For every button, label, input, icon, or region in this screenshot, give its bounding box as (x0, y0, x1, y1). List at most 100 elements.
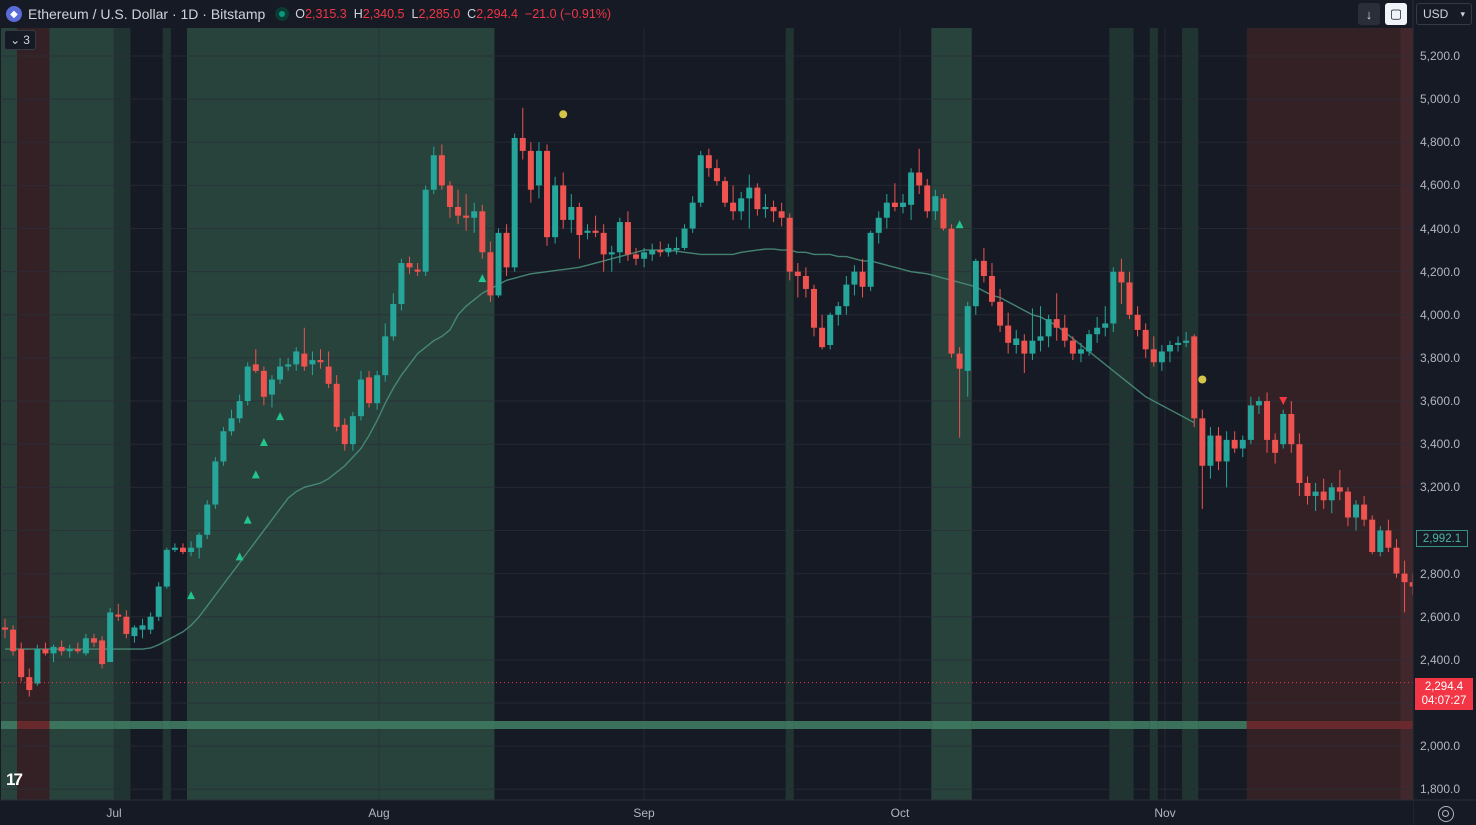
candle (349, 411, 356, 451)
price-axis-panel[interactable] (1413, 28, 1476, 800)
fullscreen-button[interactable]: ▢ (1385, 3, 1407, 25)
candle (713, 159, 720, 186)
candle-body (1223, 439, 1230, 462)
candle (697, 150, 704, 207)
candle (1134, 306, 1141, 337)
candle-body (794, 271, 801, 276)
candle (1255, 396, 1262, 414)
candle (2, 618, 8, 639)
candle (1369, 515, 1376, 555)
candle-body (1312, 491, 1319, 496)
strip-segment (785, 721, 794, 729)
candle (366, 370, 373, 408)
candle (819, 314, 826, 350)
candle (479, 204, 486, 259)
candle (1053, 293, 1060, 341)
candle (544, 144, 551, 246)
candle-body (446, 185, 453, 207)
indicators-toggle[interactable]: ⌄ 3 (4, 30, 36, 50)
signal-markers (187, 110, 1288, 600)
candle (1199, 409, 1206, 509)
candle (115, 603, 122, 622)
candle-body (414, 269, 421, 272)
candle (220, 426, 227, 466)
candle-body (1199, 418, 1206, 466)
buy-signal-icon (955, 220, 964, 229)
candle (147, 612, 154, 634)
time-label-oct: Oct (890, 806, 910, 820)
market-status-icon[interactable] (275, 7, 290, 21)
candle-body (155, 586, 162, 617)
candle-body (82, 638, 89, 654)
candle-body (1353, 504, 1360, 518)
candle (1401, 560, 1408, 613)
candle (341, 418, 348, 451)
candle (1150, 336, 1157, 367)
strip-segment (130, 721, 163, 729)
candle-body (948, 228, 955, 354)
candle-body (236, 401, 243, 419)
moving-average-line (5, 248, 1195, 650)
candle (641, 247, 648, 268)
symbol-title[interactable]: Ethereum / U.S. Dollar · 1D · Bitstamp (28, 6, 266, 22)
candle-body (430, 155, 437, 190)
candle (1021, 334, 1028, 374)
candle-body (34, 649, 41, 684)
candle (1353, 500, 1360, 531)
strip-segment (1246, 721, 1401, 729)
buy-signal-icon (235, 552, 244, 561)
candle (972, 258, 979, 315)
candle-body (527, 150, 534, 190)
dot-signal-icon (1198, 375, 1207, 384)
candle-body (624, 222, 631, 255)
candle-body (746, 187, 753, 199)
ohlc-high-value: 2,340.5 (362, 7, 405, 21)
candle (851, 265, 858, 296)
candle (82, 633, 89, 656)
candle (827, 312, 834, 350)
candle-body (74, 649, 81, 652)
candle-body (58, 646, 65, 652)
candle (770, 200, 777, 223)
tradingview-logo[interactable]: 17 (6, 770, 23, 789)
candle (422, 185, 429, 276)
settings-gear-icon[interactable] (1438, 806, 1454, 822)
candle-body (471, 211, 478, 218)
candle-body (163, 549, 170, 587)
candle-body (932, 196, 939, 212)
candle (997, 288, 1004, 333)
candle-body (1272, 439, 1279, 453)
candle (916, 148, 923, 195)
candle-body (1158, 351, 1165, 363)
candle (309, 351, 316, 376)
candle-body (641, 252, 648, 259)
candle (778, 202, 785, 227)
candle (1223, 431, 1230, 488)
currency-select[interactable]: USD ▾ (1416, 3, 1472, 25)
candle-body (260, 370, 267, 397)
candle-body (220, 431, 227, 462)
candle (948, 224, 955, 358)
candle-body (349, 416, 356, 445)
candle-body (99, 640, 106, 665)
candle-body (1005, 325, 1012, 343)
candle-body (285, 364, 292, 367)
time-axis-panel[interactable] (0, 800, 1413, 825)
scroll-down-button[interactable]: ↓ (1358, 3, 1380, 25)
zone-darkgreen (1149, 28, 1158, 800)
ohlc-open-value: 2,315.3 (305, 7, 347, 21)
candle (1142, 323, 1149, 358)
candle (317, 349, 324, 369)
candle-body (519, 137, 526, 151)
candle (560, 172, 567, 229)
candle (511, 133, 518, 272)
sell-signal-icon (1279, 397, 1288, 406)
candle-body (406, 263, 413, 268)
buy-signal-icon (259, 438, 268, 447)
price-axis-label: 4,600.0 (1420, 178, 1461, 193)
candle (1377, 526, 1384, 557)
candle (1045, 314, 1052, 348)
candle-body (1077, 349, 1084, 354)
candle (188, 541, 195, 557)
